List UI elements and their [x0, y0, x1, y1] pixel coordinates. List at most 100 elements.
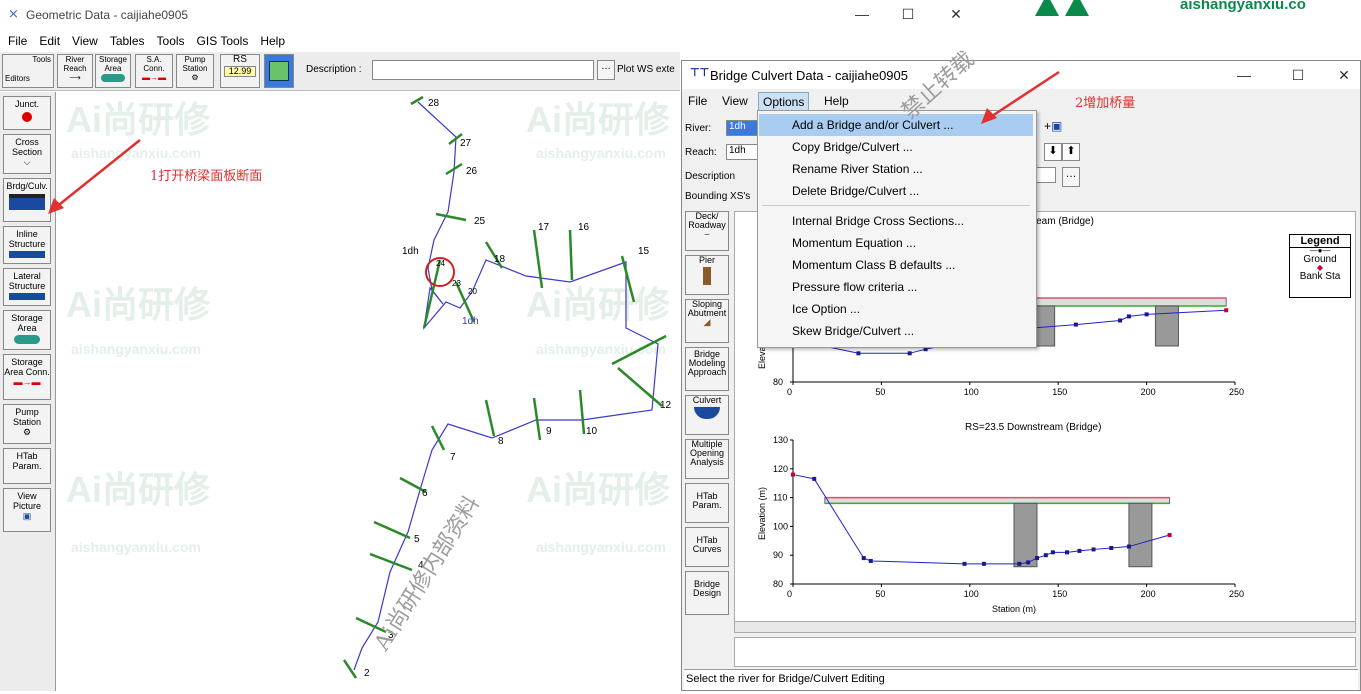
xs-6[interactable]: [399, 476, 427, 494]
station-labels: 28 27 26 25 24 23 20 18 17 16 15 12 10 9…: [364, 98, 672, 679]
multiple-opening-button[interactable]: Multiple Opening Analysis: [685, 439, 729, 479]
menu-help[interactable]: Help: [260, 34, 286, 48]
xs-28[interactable]: [410, 95, 424, 106]
river-reach-button[interactable]: River Reach ⟶: [57, 54, 93, 88]
pier-button[interactable]: Pier: [685, 255, 729, 295]
ground-point-1-0-12: [1077, 548, 1082, 553]
xs-8[interactable]: [484, 399, 496, 437]
cross-section-label: Cross Section: [11, 137, 43, 157]
storage-area-button[interactable]: Storage Area: [95, 54, 131, 88]
bridge-modeling-approach-button[interactable]: Bridge Modeling Approach: [685, 347, 729, 391]
menu-item-rename-rs[interactable]: Rename River Station ...: [792, 162, 923, 176]
menu-item-internal-xs[interactable]: Internal Bridge Cross Sections...: [792, 214, 965, 228]
bounding-xs-label: Bounding XS's: [685, 191, 751, 202]
dialog-description-ellipsis-button[interactable]: …: [1062, 167, 1080, 187]
menu-item-delete-bridge[interactable]: Delete Bridge/Culvert ...: [792, 184, 920, 198]
menu-item-add-bridge[interactable]: Add a Bridge and/or Culvert ...: [759, 114, 1033, 136]
next-rs-button[interactable]: ⬆: [1062, 143, 1080, 161]
xs-27[interactable]: [448, 133, 463, 145]
inline-structure-editor-button[interactable]: Inline Structure: [3, 226, 51, 264]
close-button[interactable]: ✕: [950, 6, 962, 22]
xs-15[interactable]: [620, 255, 636, 303]
culvert-button[interactable]: Culvert: [685, 395, 729, 435]
storage-area-editor-button[interactable]: Storage Area: [3, 310, 51, 350]
junction-editor-button[interactable]: Junct.: [3, 96, 51, 130]
sloping-abutment-label: Sloping Abutment: [687, 299, 727, 318]
river-name-label: 1dh: [402, 246, 419, 257]
menu-tools[interactable]: Tools: [156, 34, 185, 48]
dialog-maximize-button[interactable]: ☐: [1291, 67, 1305, 83]
dialog-menu-help[interactable]: Help: [824, 94, 849, 108]
xs-16[interactable]: [568, 229, 574, 281]
xs-3[interactable]: [355, 616, 387, 634]
bridge-culvert-editor-button[interactable]: Brdg/Culv.: [3, 178, 51, 222]
add-bridge-toolbar-button[interactable]: +▣: [1044, 119, 1063, 133]
description-input-dialog[interactable]: [1036, 167, 1056, 183]
menu-gis-tools[interactable]: GIS Tools: [196, 34, 249, 48]
xs-14[interactable]: [611, 334, 667, 366]
xs-18[interactable]: [484, 241, 504, 269]
xs-9[interactable]: [532, 397, 542, 441]
htab-param-editor-button[interactable]: HTab Param.: [3, 448, 51, 484]
x-tick-label-0-2: 100: [964, 387, 979, 397]
xs-12[interactable]: [617, 367, 663, 407]
dialog-menu-options[interactable]: Options: [758, 92, 810, 112]
xs-2[interactable]: [342, 659, 358, 679]
lateral-structure-editor-button[interactable]: Lateral Structure: [3, 268, 51, 306]
legend-box: Legend —●— Ground ◆ Bank Sta: [1289, 234, 1351, 298]
menu-item-pressure-flow[interactable]: Pressure flow criteria ...: [792, 280, 918, 294]
description-input[interactable]: [372, 60, 594, 80]
storage-area-conn-editor-button[interactable]: Storage Area Conn. ▬→▬: [3, 354, 51, 400]
menu-item-copy-bridge[interactable]: Copy Bridge/Culvert ...: [792, 140, 913, 154]
minimize-button[interactable]: —: [855, 6, 869, 22]
dialog-close-button[interactable]: ✕: [1338, 67, 1350, 83]
ground-point-1-0-10: [1050, 550, 1055, 555]
river-schematic[interactable]: Ai尚研修 Ai尚研修 Ai尚研修 Ai尚研修 Ai尚研修 Ai尚研修 aish…: [56, 92, 680, 691]
menu-edit[interactable]: Edit: [39, 34, 61, 48]
xs-26[interactable]: [445, 162, 463, 176]
dialog-menu-file[interactable]: File: [688, 94, 708, 108]
storage-area-editor-label: Storage Area: [11, 313, 43, 333]
cross-section-editor-button[interactable]: Cross Section ⌵: [3, 134, 51, 174]
xs-20[interactable]: [454, 281, 476, 323]
xs-24[interactable]: [422, 259, 442, 329]
plot-title-1: RS=23.5 Downstream (Bridge): [965, 422, 1101, 433]
pump-station-editor-button[interactable]: Pump Station ⚙: [3, 404, 51, 444]
rs-button[interactable]: RS 12.99: [220, 54, 260, 88]
deck-roadway-button[interactable]: Deck/ Roadway ⌣: [685, 211, 729, 251]
menu-item-momentum-class-b[interactable]: Momentum Class B defaults ...: [792, 258, 956, 272]
xs-7[interactable]: [430, 425, 446, 451]
sloping-abutment-button[interactable]: Sloping Abutment ◢: [685, 299, 729, 343]
geometry-canvas[interactable]: Ai尚研修 Ai尚研修 Ai尚研修 Ai尚研修 Ai尚研修 Ai尚研修 aish…: [56, 92, 680, 691]
menu-view[interactable]: View: [72, 34, 98, 48]
menu-item-skew-bridge[interactable]: Skew Bridge/Culvert ...: [792, 324, 915, 338]
bridge-design-button[interactable]: Bridge Design: [685, 571, 729, 615]
xs-25[interactable]: [435, 212, 467, 222]
plot-horizontal-scrollbar[interactable]: [734, 621, 1356, 633]
dialog-menu-view[interactable]: View: [722, 94, 748, 108]
menu-item-ice-option[interactable]: Ice Option ...: [792, 302, 861, 316]
pump-station-button[interactable]: Pump Station ⚙: [176, 54, 214, 88]
menu-file[interactable]: File: [8, 34, 28, 48]
description-ellipsis-button[interactable]: …: [597, 60, 615, 80]
menu-tables[interactable]: Tables: [109, 34, 145, 48]
tools-editors-button[interactable]: Tools Editors: [2, 54, 54, 88]
sa-conn-button[interactable]: S.A. Conn. ▬→▬: [135, 54, 173, 88]
menu-item-momentum-equation[interactable]: Momentum Equation ...: [792, 236, 917, 250]
gis-map-button[interactable]: [264, 54, 294, 88]
bridge-title-icon: ⊤⊤: [690, 67, 710, 79]
previous-rs-button[interactable]: ⬇: [1044, 143, 1062, 161]
ground-point-0-0-6: [1118, 318, 1123, 323]
xs-17[interactable]: [532, 229, 544, 289]
xs-10[interactable]: [578, 389, 586, 435]
htab-param-dialog-button[interactable]: HTab Param.: [685, 483, 729, 523]
xs-5[interactable]: [373, 520, 411, 540]
view-picture-button[interactable]: View Picture ▣: [3, 488, 51, 532]
station-label-6: 6: [422, 488, 428, 499]
maximize-button[interactable]: ☐: [901, 6, 915, 22]
ground-point-1-0-8: [1034, 556, 1039, 561]
x-tick-label-1-4: 200: [1141, 589, 1156, 599]
htab-curves-button[interactable]: HTab Curves: [685, 527, 729, 567]
xs-4[interactable]: [369, 552, 413, 572]
dialog-minimize-button[interactable]: —: [1237, 67, 1251, 83]
